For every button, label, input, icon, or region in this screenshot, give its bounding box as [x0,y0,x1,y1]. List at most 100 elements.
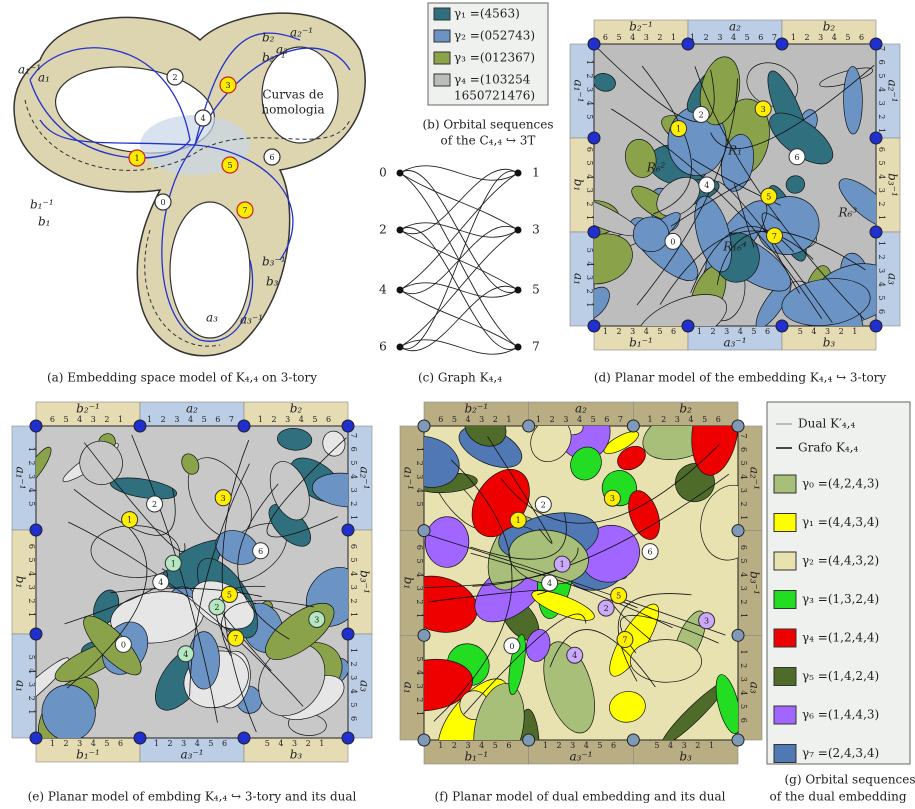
vertex-label: 5 [227,590,232,599]
vertex [194,109,212,127]
edge-label: a₃ [886,273,900,285]
corner-vertex [341,731,355,745]
edge-digits: 6 5 4 3 2 1 [739,545,748,621]
vertex [670,120,688,138]
legend-swatch [773,590,797,609]
curve-label: b₂ [262,31,275,45]
vertex [534,496,552,513]
edge-digits: 6 5 4 3 2 1 [877,147,886,223]
vertex-label: 6 [648,548,653,557]
vertex [114,635,132,653]
orbit-curve [66,520,148,689]
region [90,525,180,578]
legend-label: γ₆ =(1,4,4,3) [802,708,879,722]
edge-label: a₁ [402,682,416,694]
homology-curve [194,144,294,261]
vertex-label: 1 [676,125,681,134]
region [79,440,123,486]
corner-vertex [587,319,601,333]
vertex [146,495,164,513]
graph-edge [399,282,519,298]
legend-label: γ₂ =(052743) [454,29,535,43]
edge-digits: 1 2 3 4 5 6 7 [690,33,780,42]
vertex [509,511,527,529]
edge-label: a₂⁻¹ [748,467,762,490]
orbit-curve [761,212,800,294]
border-strip [11,633,37,739]
dual-vertex [177,645,195,663]
edge-digits: 1 2 3 4 5 6 [438,741,514,750]
orbit-curve [500,444,720,524]
region [424,436,460,488]
border-strip [347,529,373,635]
legend-box [766,401,911,765]
edge-label: b₁⁻¹ [629,336,653,350]
vertex [616,631,634,649]
region-label: R₁ [727,144,742,158]
planar-model [569,19,901,351]
region [187,631,220,690]
graph-node [396,286,404,294]
border-strip [399,530,425,636]
vertex [236,201,254,219]
edge-digits: 1 2 3 4 5 6 [739,650,748,726]
legend-swatch [433,73,451,87]
border-strip [347,633,373,739]
vertex-label: 7 [233,634,238,643]
node-label: 0 [379,166,387,180]
vertex-label: 0 [160,198,165,207]
dual-vertex [208,598,226,616]
edge-digits: 1 2 3 4 5 6 7 [147,415,237,424]
region [629,639,702,683]
region [464,426,507,447]
dashed-curve [24,99,351,171]
vertex [263,148,281,166]
dual-vertex [164,554,182,572]
label: homologia [261,103,324,117]
edge-label: a₁⁻¹ [14,466,28,489]
vertex-label: 5 [766,192,771,201]
vertex [610,587,628,605]
region [843,66,863,135]
vertex-label: 1 [516,516,521,525]
border-strip [569,231,595,327]
graph-node [396,343,404,351]
vertex [692,106,710,123]
edge-label: a₃ [358,680,372,692]
corner-vertex [587,131,601,145]
legend-swatch [773,705,797,725]
caption: (e) Planar model of embding K₄,₄ ↪ 3-tor… [28,790,357,804]
edge-label: a₃⁻¹ [723,336,746,350]
edge-label: b₂⁻¹ [76,402,100,416]
vertex [788,148,806,166]
orbit-curve [215,585,266,643]
vertex-label: 7 [622,636,627,645]
orbit-curve [549,629,656,688]
border-strip [737,635,763,741]
dual-vertex-label: 2 [214,603,219,612]
legend-swatch [773,628,797,648]
orbit-curve [594,45,715,123]
corner-vertex [869,131,883,145]
edge-digits: 1 2 3 4 5 [27,447,36,510]
orbit-curve [694,66,865,320]
corner-vertex [587,225,601,239]
node-label: 3 [532,223,540,237]
region [269,461,310,521]
corner-vertex [29,627,43,641]
edge-label: b₂⁻¹ [629,20,653,34]
orbit-curve [670,179,751,227]
vertex-label: 4 [547,579,552,588]
corner-vertex [237,419,251,433]
legend-label: γ₇ =(2,4,3,4) [802,746,879,760]
corner-vertex [869,37,883,51]
edge-digits: 1 2 3 4 5 6 [648,415,724,424]
vertex [541,574,559,592]
border-strip [875,231,901,327]
region [691,426,738,476]
node-label: 1 [532,166,540,180]
vertex-label: 7 [772,232,777,241]
edge-label: b₃ [290,748,303,762]
edge-label: a₁ [14,680,28,692]
vertex-label: 6 [269,153,274,162]
